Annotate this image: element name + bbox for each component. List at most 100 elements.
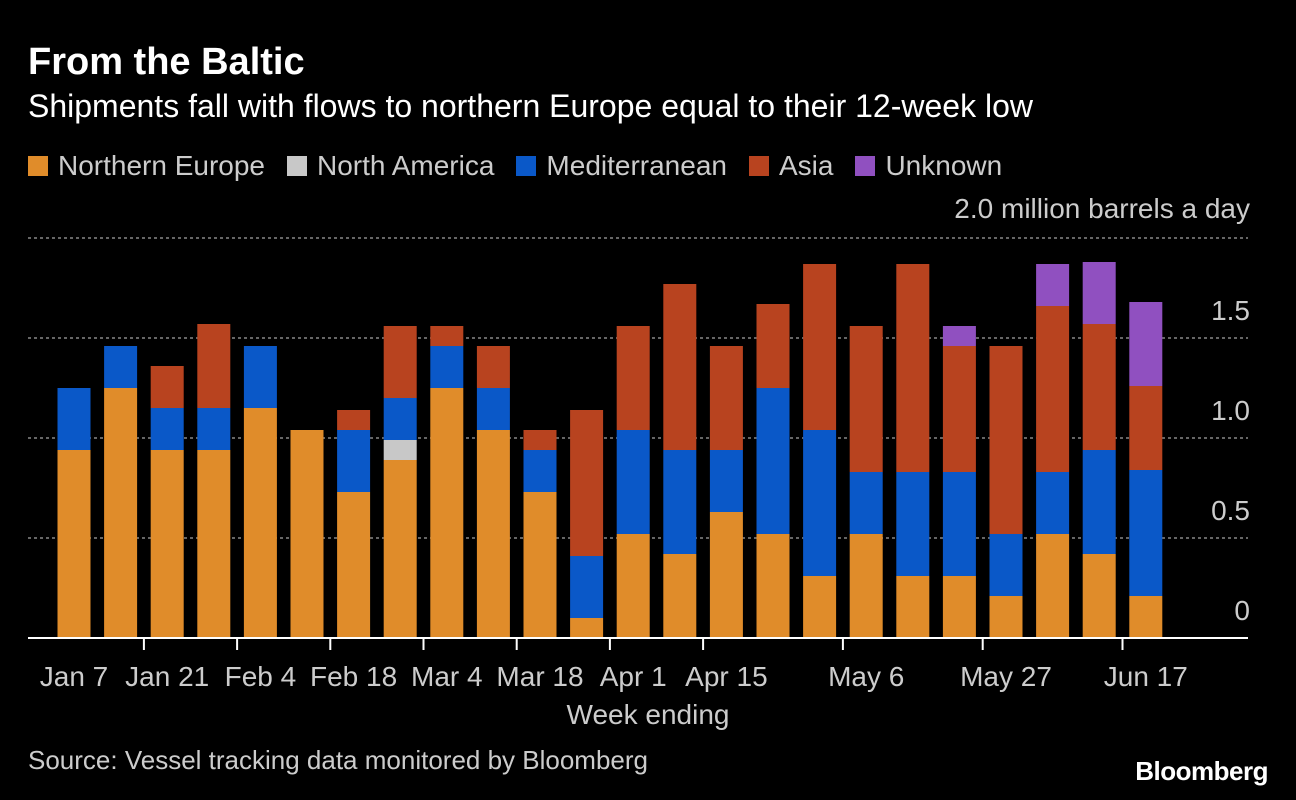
x-tick-label: Apr 1 — [600, 661, 667, 692]
legend-label: Unknown — [885, 150, 1003, 181]
bar-segment-northern-europe — [243, 408, 277, 638]
bar-segment-asia — [523, 430, 557, 450]
bar-segment-mediterranean — [57, 388, 91, 450]
x-tick-label: Mar 4 — [411, 661, 483, 692]
bar-segment-mediterranean — [430, 346, 464, 388]
legend-swatch — [28, 156, 48, 176]
bar-segment-northern-europe — [756, 534, 790, 638]
x-axis-title: Week ending — [567, 699, 730, 730]
legend-item-northern-europe: Northern Europe — [28, 148, 265, 184]
legend-swatch — [516, 156, 537, 176]
bar-segment-asia — [616, 326, 650, 430]
bar-segment-northern-europe — [942, 576, 976, 638]
axes — [28, 637, 1248, 650]
bar-segment-mediterranean — [896, 472, 930, 576]
bar-segment-northern-europe — [383, 460, 417, 638]
bar-segment-mediterranean — [197, 408, 231, 450]
legend-label: Mediterranean — [546, 150, 727, 181]
bar-segment-mediterranean — [1036, 472, 1070, 534]
bar-segment-northern-europe — [337, 492, 371, 638]
x-tick-label: May 6 — [828, 661, 904, 692]
bar-segment-mediterranean — [709, 450, 743, 512]
bar-segment-northern-europe — [476, 430, 510, 638]
bar-segment-northern-europe — [709, 512, 743, 638]
bar-segment-northern-europe — [430, 388, 464, 638]
tick-labels: 0 0.5 1.0 1.5 Jan 7 Jan 21 Feb 4 Feb 18 Mar 4 Mar… — [40, 295, 1250, 692]
bar-segment-northern-europe — [150, 450, 184, 638]
bar-segment-asia — [849, 326, 883, 472]
bar-segment-asia — [197, 324, 231, 408]
bar-segment-mediterranean — [570, 556, 604, 618]
bar-segment-asia — [709, 346, 743, 450]
bar-segment-northern-europe — [663, 554, 697, 638]
bar-segment-asia — [150, 366, 184, 408]
bar-segment-mediterranean — [663, 450, 697, 554]
bar-segment-asia — [476, 346, 510, 388]
bar-segment-northern-europe — [616, 534, 650, 638]
legend-swatch — [748, 156, 769, 176]
bar-segment-mediterranean — [803, 430, 837, 576]
x-tick-label: Feb 4 — [225, 661, 297, 692]
bar-segment-northern-europe — [989, 596, 1023, 638]
bar-segment-asia — [1129, 386, 1163, 470]
bar-segment-northern-europe — [197, 450, 231, 638]
y-tick-label: 0.5 — [1211, 495, 1250, 526]
bar-segment-northern-europe — [57, 450, 91, 638]
bar-segment-asia — [570, 410, 604, 556]
legend-label: Asia — [778, 150, 834, 181]
x-tick-label: Jan 7 — [40, 661, 109, 692]
chart-subtitle: Shipments fall with flows to northern Eu… — [28, 88, 1033, 124]
chart-title: From the Baltic — [28, 41, 305, 83]
bar-segment-asia — [383, 326, 417, 398]
bar-segment-asia — [756, 304, 790, 388]
legend-swatch — [855, 156, 876, 176]
legend-item-mediterranean: Mediterranean — [516, 148, 727, 184]
y-tick-label: 1.5 — [1211, 295, 1250, 326]
bar-segment-mediterranean — [383, 398, 417, 440]
bar-segment-northern-europe — [1129, 596, 1163, 638]
bar-segment-northern-europe — [803, 576, 837, 638]
bar-segment-north-america — [383, 440, 417, 460]
bar-segment-mediterranean — [1129, 470, 1163, 596]
bar-segment-northern-europe — [570, 618, 604, 638]
bar-segment-mediterranean — [150, 408, 184, 450]
x-tick-label: Apr 15 — [685, 661, 768, 692]
x-tick-label: Mar 18 — [496, 661, 583, 692]
y-tick-label: 0 — [1234, 595, 1250, 626]
bar-segment-mediterranean — [989, 534, 1023, 596]
bar-segment-mediterranean — [476, 388, 510, 430]
bar-segment-asia — [430, 326, 464, 346]
legend-item-asia: Asia — [748, 148, 834, 184]
bar-segment-mediterranean — [756, 388, 790, 534]
bar-segment-northern-europe — [896, 576, 930, 638]
bar-segment-unknown — [1036, 264, 1070, 306]
bar-segment-mediterranean — [942, 472, 976, 576]
bar-segment-northern-europe — [1082, 554, 1116, 638]
bloomberg-logo: Bloomberg — [1135, 756, 1268, 786]
bar-segment-northern-europe — [523, 492, 557, 638]
x-tick-label: Jan 21 — [125, 661, 209, 692]
legend: Northern Europe North America Mediterran… — [28, 148, 1024, 184]
legend-item-unknown: Unknown — [855, 148, 1002, 184]
bar-segment-asia — [803, 264, 837, 430]
bar-segment-asia — [942, 346, 976, 472]
legend-swatch — [287, 156, 308, 176]
x-tick-label: May 27 — [960, 661, 1052, 692]
bar-segment-northern-europe — [290, 430, 324, 638]
y-tick-label: 1.0 — [1211, 395, 1250, 426]
bar-segment-mediterranean — [1082, 450, 1116, 554]
bar-segment-northern-europe — [849, 534, 883, 638]
bar-segment-unknown — [1129, 302, 1163, 386]
legend-label: North America — [317, 150, 495, 181]
bar-segment-asia — [989, 346, 1023, 534]
bar-segment-asia — [663, 284, 697, 450]
bar-segment-mediterranean — [849, 472, 883, 534]
bar-segment-unknown — [942, 326, 976, 346]
x-tick-label: Feb 18 — [310, 661, 397, 692]
bar-segment-mediterranean — [616, 430, 650, 534]
bar-segment-asia — [1036, 306, 1070, 472]
bar-segment-asia — [1082, 324, 1116, 450]
bar-segment-mediterranean — [523, 450, 557, 492]
x-tick-label: Jun 17 — [1104, 661, 1188, 692]
